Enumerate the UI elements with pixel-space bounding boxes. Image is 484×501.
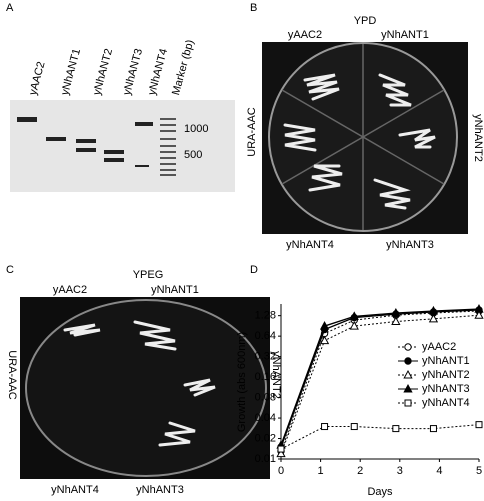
panel-label: B bbox=[250, 2, 257, 14]
sector-label: yAAC2 bbox=[53, 284, 87, 296]
marker-size-label: 1000 bbox=[184, 123, 208, 135]
medium-label: YPD bbox=[354, 15, 377, 27]
sector-label: yNhANT1 bbox=[381, 29, 429, 41]
series-line bbox=[280, 309, 480, 448]
x-axis-label: Days bbox=[367, 486, 393, 498]
panel-label: A bbox=[6, 2, 14, 14]
lane-label: Marker (bp) bbox=[170, 39, 196, 97]
y-tick-label: 0.32 bbox=[255, 351, 276, 363]
y-tick-label: 0.64 bbox=[255, 330, 276, 342]
sector-label: yNhANT1 bbox=[151, 284, 199, 296]
y-tick-label: 0.04 bbox=[255, 412, 276, 424]
sector-label: yNhANT2 bbox=[472, 114, 484, 162]
data-point bbox=[474, 304, 484, 313]
data-point bbox=[277, 445, 285, 453]
data-point bbox=[429, 425, 437, 433]
sector-label: yAAC2 bbox=[288, 29, 322, 41]
x-tick-label: 1 bbox=[318, 465, 324, 477]
x-tick-label: 4 bbox=[436, 465, 442, 477]
sector-label: yNhANT4 bbox=[286, 239, 334, 251]
data-point bbox=[276, 448, 286, 458]
lane-label: yNhANT2 bbox=[91, 47, 115, 96]
sector-label: URA-AAC bbox=[246, 107, 258, 157]
lane-label: yNhANT4 bbox=[146, 47, 170, 96]
legend-marker bbox=[404, 399, 412, 407]
data-point bbox=[321, 423, 329, 431]
data-point bbox=[349, 311, 359, 320]
x-tick-label: 3 bbox=[397, 465, 403, 477]
data-point bbox=[428, 305, 439, 315]
marker-size-label: 500 bbox=[184, 149, 202, 161]
data-point bbox=[474, 310, 484, 319]
y-tick-label: 0.01 bbox=[255, 453, 276, 465]
medium-label: YPEG bbox=[133, 269, 164, 281]
legend-label: yNhANT2 bbox=[422, 369, 470, 381]
panel-label: C bbox=[6, 264, 14, 276]
sector-label: URA-AAC bbox=[6, 350, 18, 400]
sector-label: yNhANT2 bbox=[270, 351, 282, 399]
legend-label: yNhANT3 bbox=[422, 383, 470, 395]
legend-label: yNhANT4 bbox=[422, 397, 470, 409]
legend-label: yAAC2 bbox=[422, 341, 456, 353]
data-point bbox=[319, 321, 330, 330]
data-point bbox=[350, 423, 358, 431]
x-tick-label: 5 bbox=[476, 465, 482, 477]
legend-marker bbox=[404, 343, 412, 351]
lane-label: yAAC2 bbox=[27, 60, 47, 96]
x-tick-label: 2 bbox=[357, 465, 363, 477]
legend-marker bbox=[404, 357, 412, 365]
data-point bbox=[428, 313, 439, 323]
series-line bbox=[280, 308, 480, 446]
x-tick-label: 0 bbox=[278, 465, 284, 477]
series-line bbox=[280, 424, 480, 450]
sector-label: yNhANT4 bbox=[51, 484, 99, 496]
sector-label: yNhANT3 bbox=[386, 239, 434, 251]
lane-label: yNhANT1 bbox=[59, 47, 83, 96]
data-point bbox=[349, 321, 359, 330]
data-point bbox=[391, 307, 401, 317]
sector-label: yNhANT3 bbox=[136, 484, 184, 496]
plate-image bbox=[262, 42, 468, 234]
data-point bbox=[319, 335, 330, 345]
series-line bbox=[280, 310, 480, 452]
series-line bbox=[280, 314, 480, 454]
data-point bbox=[392, 425, 400, 433]
legend-marker bbox=[403, 369, 413, 379]
panel-label: D bbox=[250, 264, 258, 276]
gel-image bbox=[10, 100, 235, 192]
data-point bbox=[475, 421, 483, 429]
y-tick-label: 0.16 bbox=[255, 371, 276, 383]
legend-label: yNhANT1 bbox=[422, 355, 470, 367]
data-point bbox=[391, 316, 401, 326]
y-tick-label: 0.02 bbox=[255, 432, 276, 444]
y-tick-label: 0.08 bbox=[255, 391, 276, 403]
y-tick-label: 1.28 bbox=[255, 310, 276, 322]
plate-image bbox=[20, 297, 270, 479]
lane-label: yNhANT3 bbox=[121, 47, 145, 96]
y-axis-label: Growth (abs 600nm) bbox=[236, 332, 248, 432]
legend-marker bbox=[403, 383, 413, 393]
